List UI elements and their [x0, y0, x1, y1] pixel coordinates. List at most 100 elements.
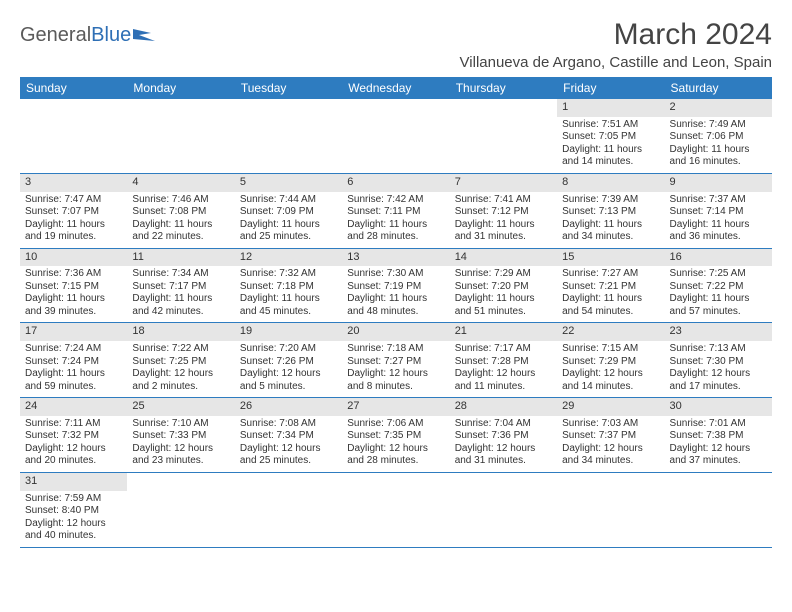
day-line: Sunset: 7:15 PM [25, 281, 122, 294]
day-line: Sunset: 8:40 PM [25, 505, 122, 518]
day-line: Sunrise: 7:49 AM [670, 119, 767, 132]
day-line: and 11 minutes. [455, 381, 552, 394]
day-details: Sunrise: 7:18 AMSunset: 7:27 PMDaylight:… [342, 341, 449, 397]
day-line: Daylight: 11 hours [240, 293, 337, 306]
day-line: and 25 minutes. [240, 455, 337, 468]
day-number: 24 [20, 398, 127, 416]
day-number: 18 [127, 323, 234, 341]
calendar-day-cell: 2Sunrise: 7:49 AMSunset: 7:06 PMDaylight… [665, 99, 772, 173]
weekday-header: Thursday [450, 77, 557, 99]
day-line: Sunrise: 7:15 AM [562, 343, 659, 356]
day-line: Sunrise: 7:08 AM [240, 418, 337, 431]
calendar-day-cell: 27Sunrise: 7:06 AMSunset: 7:35 PMDayligh… [342, 398, 449, 473]
day-line: Daylight: 11 hours [670, 219, 767, 232]
day-line: Sunrise: 7:36 AM [25, 268, 122, 281]
day-line: Sunset: 7:05 PM [562, 131, 659, 144]
day-line: Daylight: 11 hours [240, 219, 337, 232]
calendar-day-cell: 17Sunrise: 7:24 AMSunset: 7:24 PMDayligh… [20, 323, 127, 398]
day-line: Sunrise: 7:51 AM [562, 119, 659, 132]
logo-text-gray: General [20, 24, 91, 47]
day-line: Sunset: 7:35 PM [347, 430, 444, 443]
day-line: Sunrise: 7:25 AM [670, 268, 767, 281]
day-details: Sunrise: 7:44 AMSunset: 7:09 PMDaylight:… [235, 192, 342, 248]
calendar-week-row: 10Sunrise: 7:36 AMSunset: 7:15 PM Dayligh… [20, 248, 772, 323]
day-line: Sunrise: 7:01 AM [670, 418, 767, 431]
day-line: Daylight: 12 hours [455, 443, 552, 456]
day-line: Sunset: 7:13 PM [562, 206, 659, 219]
day-number: 10 [20, 249, 127, 267]
day-details: Sunrise: 7:29 AMSunset: 7:20 PMDaylight:… [450, 266, 557, 322]
calendar-day-cell: 6Sunrise: 7:42 AMSunset: 7:11 PMDaylight… [342, 173, 449, 248]
day-details: Sunrise: 7:37 AMSunset: 7:14 PMDaylight:… [665, 192, 772, 248]
day-line: Sunset: 7:09 PM [240, 206, 337, 219]
day-line: Daylight: 11 hours [455, 293, 552, 306]
day-details: Sunrise: 7:41 AMSunset: 7:12 PMDaylight:… [450, 192, 557, 248]
day-line: Sunset: 7:25 PM [132, 356, 229, 369]
calendar-week-row: 1Sunrise: 7:51 AMSunset: 7:05 PMDaylight… [20, 99, 772, 173]
day-details: Sunrise: 7:32 AMSunset: 7:18 PMDaylight:… [235, 266, 342, 322]
day-line: Daylight: 11 hours [132, 293, 229, 306]
day-line: Sunset: 7:14 PM [670, 206, 767, 219]
day-line: Daylight: 12 hours [132, 443, 229, 456]
calendar-day-cell: 16Sunrise: 7:25 AMSunset: 7:22 PMDayligh… [665, 248, 772, 323]
day-number: 15 [557, 249, 664, 267]
day-number: 29 [557, 398, 664, 416]
day-line: Daylight: 11 hours [132, 219, 229, 232]
day-details: Sunrise: 7:20 AMSunset: 7:26 PMDaylight:… [235, 341, 342, 397]
calendar-day-cell [450, 472, 557, 547]
day-line: Daylight: 11 hours [455, 219, 552, 232]
day-line: Sunrise: 7:24 AM [25, 343, 122, 356]
calendar-day-cell: 11Sunrise: 7:34 AMSunset: 7:17 PMDayligh… [127, 248, 234, 323]
day-details: Sunrise: 7:22 AMSunset: 7:25 PMDaylight:… [127, 341, 234, 397]
day-line: Sunrise: 7:30 AM [347, 268, 444, 281]
calendar-day-cell [127, 99, 234, 173]
day-details: Sunrise: 7:49 AMSunset: 7:06 PMDaylight:… [665, 117, 772, 173]
day-line: Sunrise: 7:03 AM [562, 418, 659, 431]
day-line: Sunset: 7:11 PM [347, 206, 444, 219]
day-line: Sunset: 7:33 PM [132, 430, 229, 443]
day-line: Daylight: 12 hours [562, 368, 659, 381]
day-line: Daylight: 12 hours [670, 443, 767, 456]
day-line: Sunrise: 7:13 AM [670, 343, 767, 356]
day-number: 17 [20, 323, 127, 341]
day-line: and 28 minutes. [347, 455, 444, 468]
day-number: 9 [665, 174, 772, 192]
day-line: Sunrise: 7:11 AM [25, 418, 122, 431]
day-line: Daylight: 11 hours [670, 144, 767, 157]
day-line: Sunrise: 7:32 AM [240, 268, 337, 281]
day-line: Daylight: 11 hours [562, 219, 659, 232]
day-line: Sunrise: 7:47 AM [25, 194, 122, 207]
day-line: Sunrise: 7:37 AM [670, 194, 767, 207]
day-details: Sunrise: 7:46 AMSunset: 7:08 PMDaylight:… [127, 192, 234, 248]
day-line: and 20 minutes. [25, 455, 122, 468]
calendar-day-cell: 25Sunrise: 7:10 AMSunset: 7:33 PMDayligh… [127, 398, 234, 473]
day-line: Sunrise: 7:29 AM [455, 268, 552, 281]
day-line: and 57 minutes. [670, 306, 767, 319]
day-line: Sunset: 7:17 PM [132, 281, 229, 294]
calendar-day-cell: 14Sunrise: 7:29 AMSunset: 7:20 PMDayligh… [450, 248, 557, 323]
day-number: 4 [127, 174, 234, 192]
weekday-header: Wednesday [342, 77, 449, 99]
day-details: Sunrise: 7:27 AMSunset: 7:21 PMDaylight:… [557, 266, 664, 322]
day-line: Sunrise: 7:42 AM [347, 194, 444, 207]
day-line: and 39 minutes. [25, 306, 122, 319]
calendar-day-cell [342, 99, 449, 173]
day-line: and 31 minutes. [455, 455, 552, 468]
calendar-day-cell: 5Sunrise: 7:44 AMSunset: 7:09 PMDaylight… [235, 173, 342, 248]
calendar-day-cell: 20Sunrise: 7:18 AMSunset: 7:27 PMDayligh… [342, 323, 449, 398]
day-line: and 14 minutes. [562, 381, 659, 394]
day-line: Sunset: 7:22 PM [670, 281, 767, 294]
day-line: and 2 minutes. [132, 381, 229, 394]
calendar-week-row: 31Sunrise: 7:59 AMSunset: 8:40 PMDayligh… [20, 472, 772, 547]
day-line: Sunset: 7:36 PM [455, 430, 552, 443]
day-line: Daylight: 12 hours [25, 518, 122, 531]
day-line: Daylight: 12 hours [132, 368, 229, 381]
day-number: 8 [557, 174, 664, 192]
logo: GeneralBlue [20, 24, 155, 47]
day-line: Daylight: 12 hours [240, 368, 337, 381]
day-line: Sunrise: 7:04 AM [455, 418, 552, 431]
day-line: and 34 minutes. [562, 455, 659, 468]
day-line: and 17 minutes. [670, 381, 767, 394]
weekday-header: Sunday [20, 77, 127, 99]
calendar-day-cell: 26Sunrise: 7:08 AMSunset: 7:34 PMDayligh… [235, 398, 342, 473]
